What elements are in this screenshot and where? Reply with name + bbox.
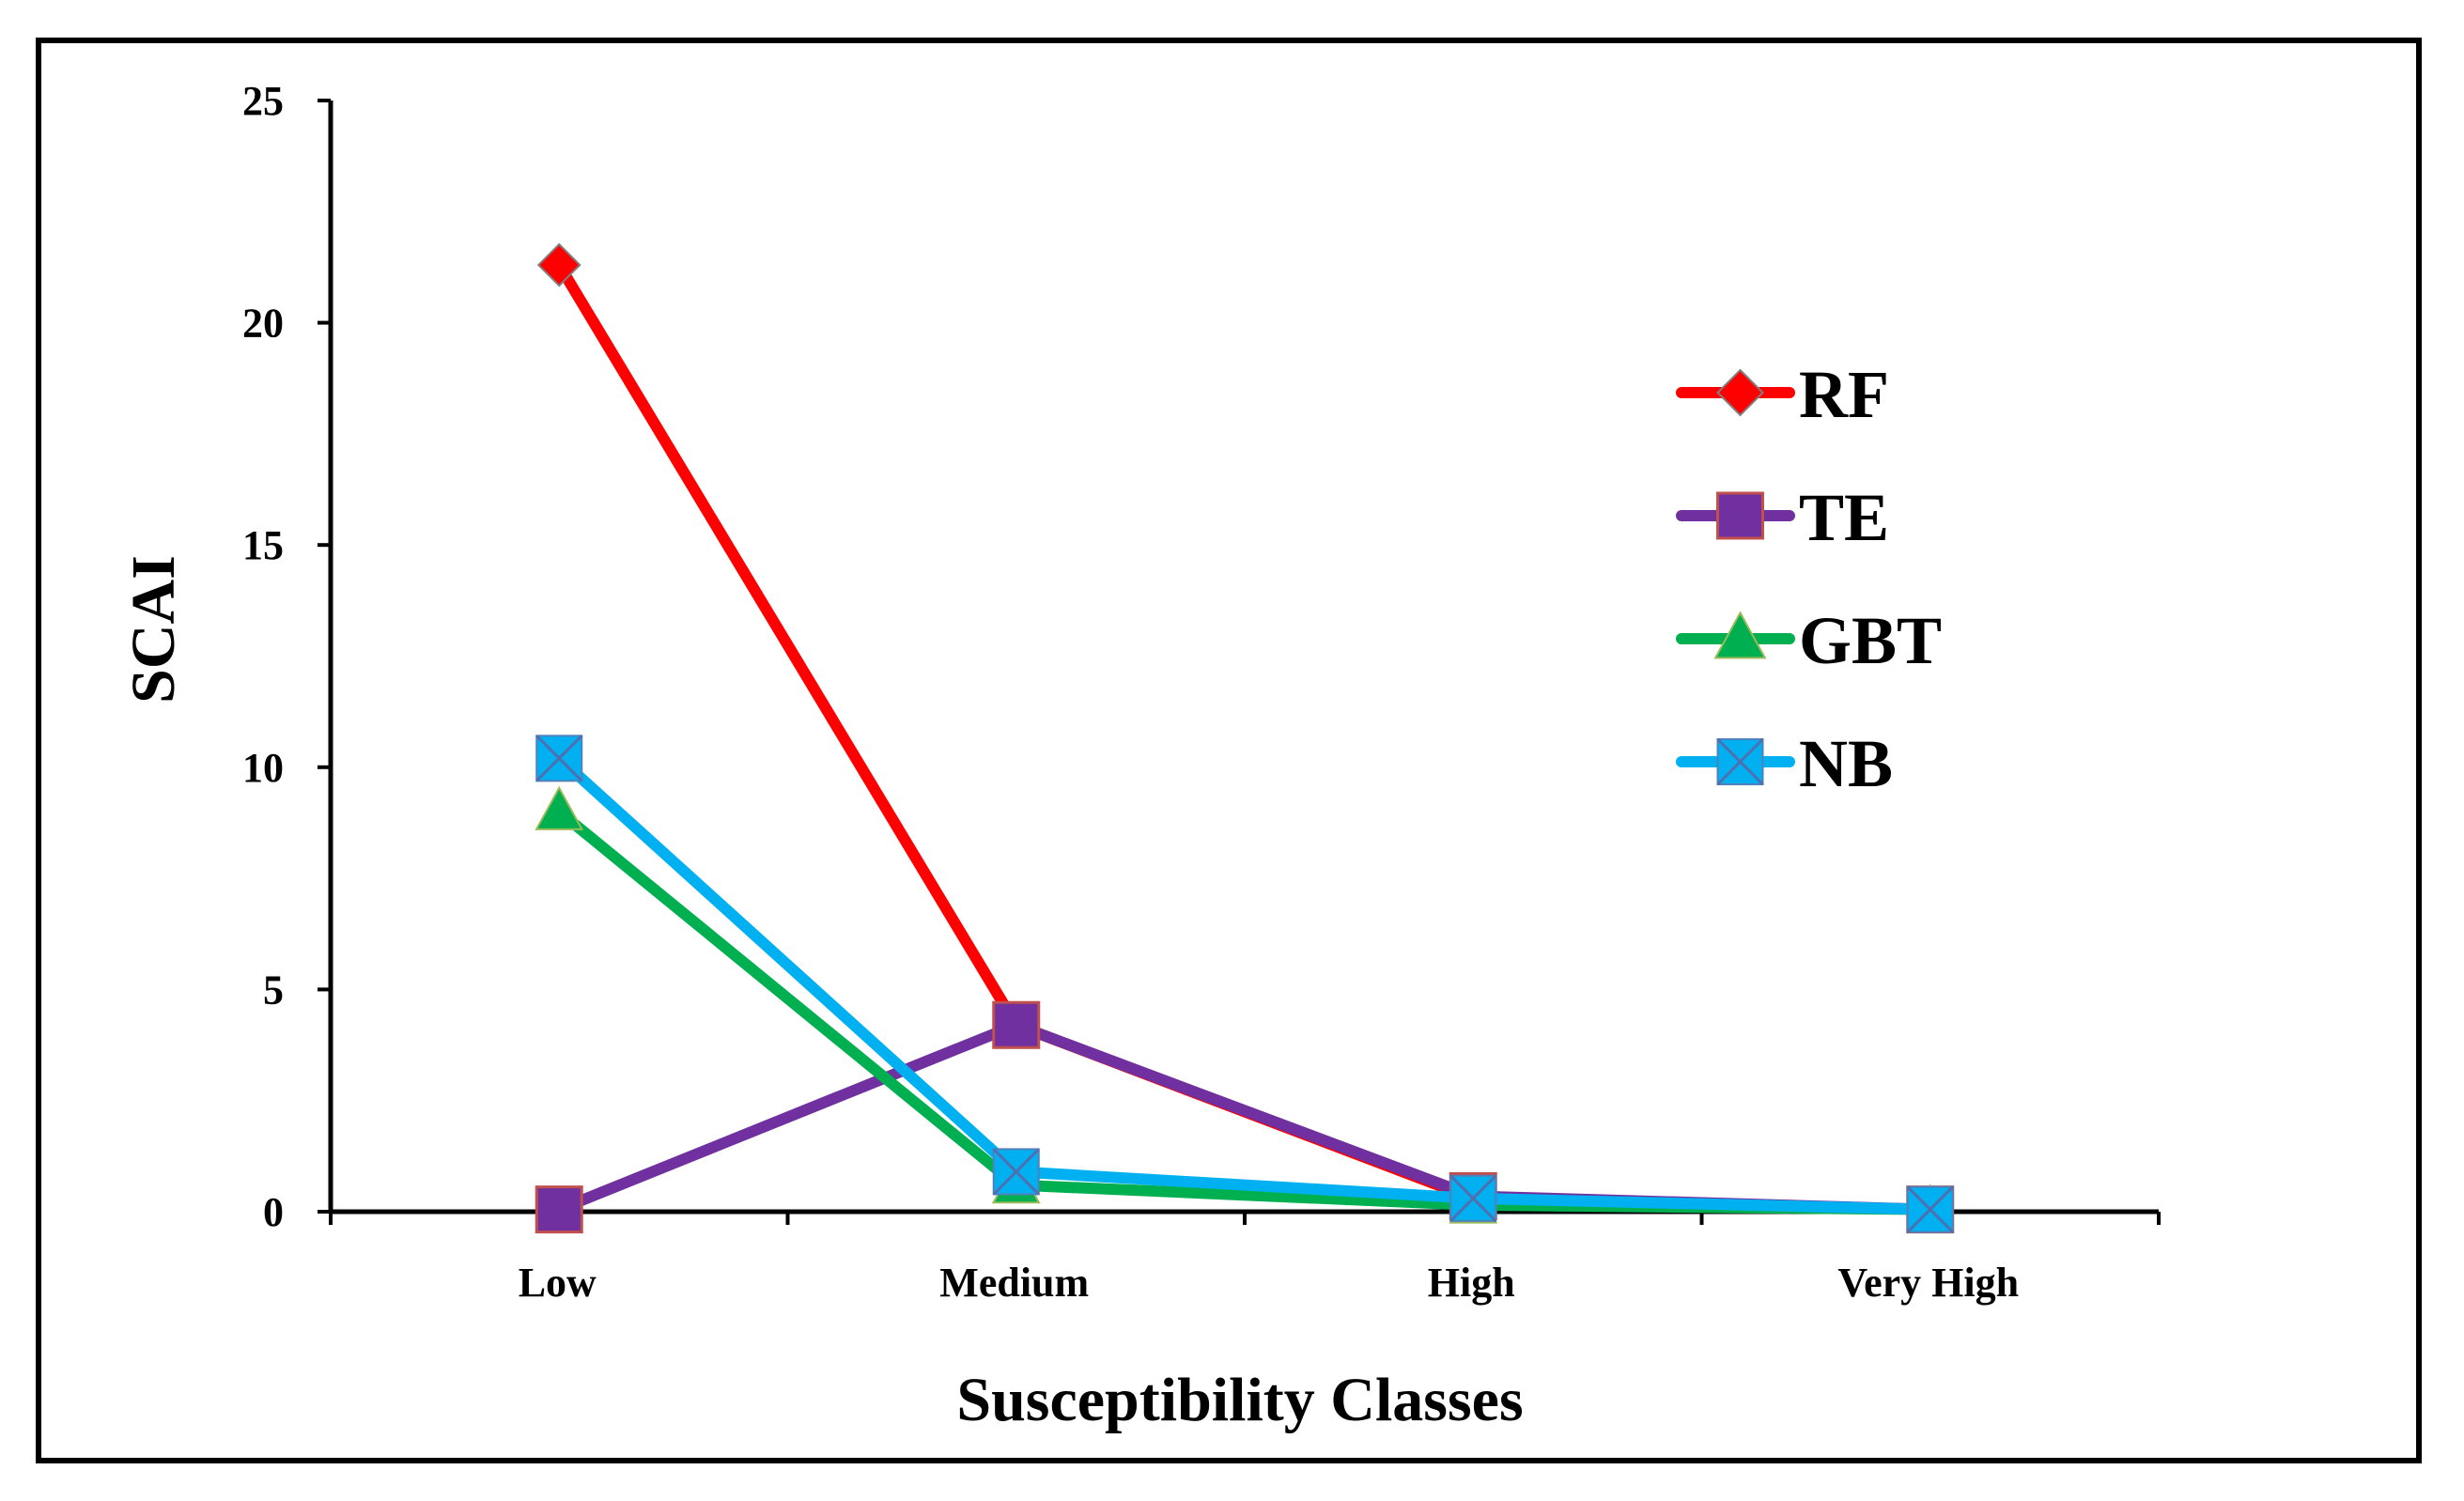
y-tick-label: 10 (242, 745, 284, 791)
point-nb-cross (992, 1148, 1040, 1196)
legend-item-rf: RF (1676, 357, 1889, 432)
y-tick-label: 20 (242, 301, 284, 347)
series-nb (535, 735, 1954, 1233)
y-tick-label: 15 (242, 522, 284, 568)
series-group (535, 242, 1955, 1234)
legend-marker-te (1716, 491, 1764, 540)
point-te (992, 1000, 1041, 1049)
point-te (535, 1185, 583, 1234)
y-tick-labels: 0 5 10 15 20 25 (242, 78, 284, 1235)
legend-marker-gbt (1713, 611, 1767, 659)
series-line-nb (553, 752, 1936, 1215)
legend-label-gbt: GBT (1799, 603, 1942, 678)
y-tick-label: 25 (242, 78, 284, 124)
point-nb-cross (1906, 1185, 1954, 1233)
point-nb-cross (1449, 1174, 1497, 1222)
series-gbt (535, 785, 1955, 1229)
legend-marker-nb-cross (1716, 737, 1764, 786)
legend-item-gbt: GBT (1676, 603, 1942, 678)
legend-item-te: TE (1676, 480, 1889, 555)
x-tick-label: High (1428, 1260, 1515, 1306)
series-line-rf (553, 259, 1936, 1215)
chart-frame (36, 38, 2422, 1463)
x-axis-title: Susceptibility Classes (956, 1366, 1523, 1434)
x-tick-label: Very High (1837, 1260, 2019, 1306)
series-line-gbt (553, 806, 1936, 1215)
legend: RF TE GBT NB (1676, 357, 1942, 801)
legend-label-rf: RF (1799, 357, 1889, 432)
legend-marker-rf (1716, 368, 1764, 417)
x-tick-label: Low (519, 1260, 597, 1306)
y-tick-label: 5 (263, 967, 284, 1013)
point-nb-cross (535, 735, 583, 782)
legend-label-nb: NB (1799, 726, 1893, 801)
point-rf (536, 242, 581, 287)
legend-item-nb: NB (1676, 726, 1893, 801)
y-axis-title: SCAI (119, 555, 188, 704)
legend-label-te: TE (1799, 480, 1889, 555)
x-tick-labels: Low Medium High Very High (519, 1260, 2019, 1306)
point-gbt (535, 785, 584, 830)
y-tick-label: 0 (263, 1189, 284, 1235)
x-tick-label: Medium (939, 1260, 1089, 1306)
